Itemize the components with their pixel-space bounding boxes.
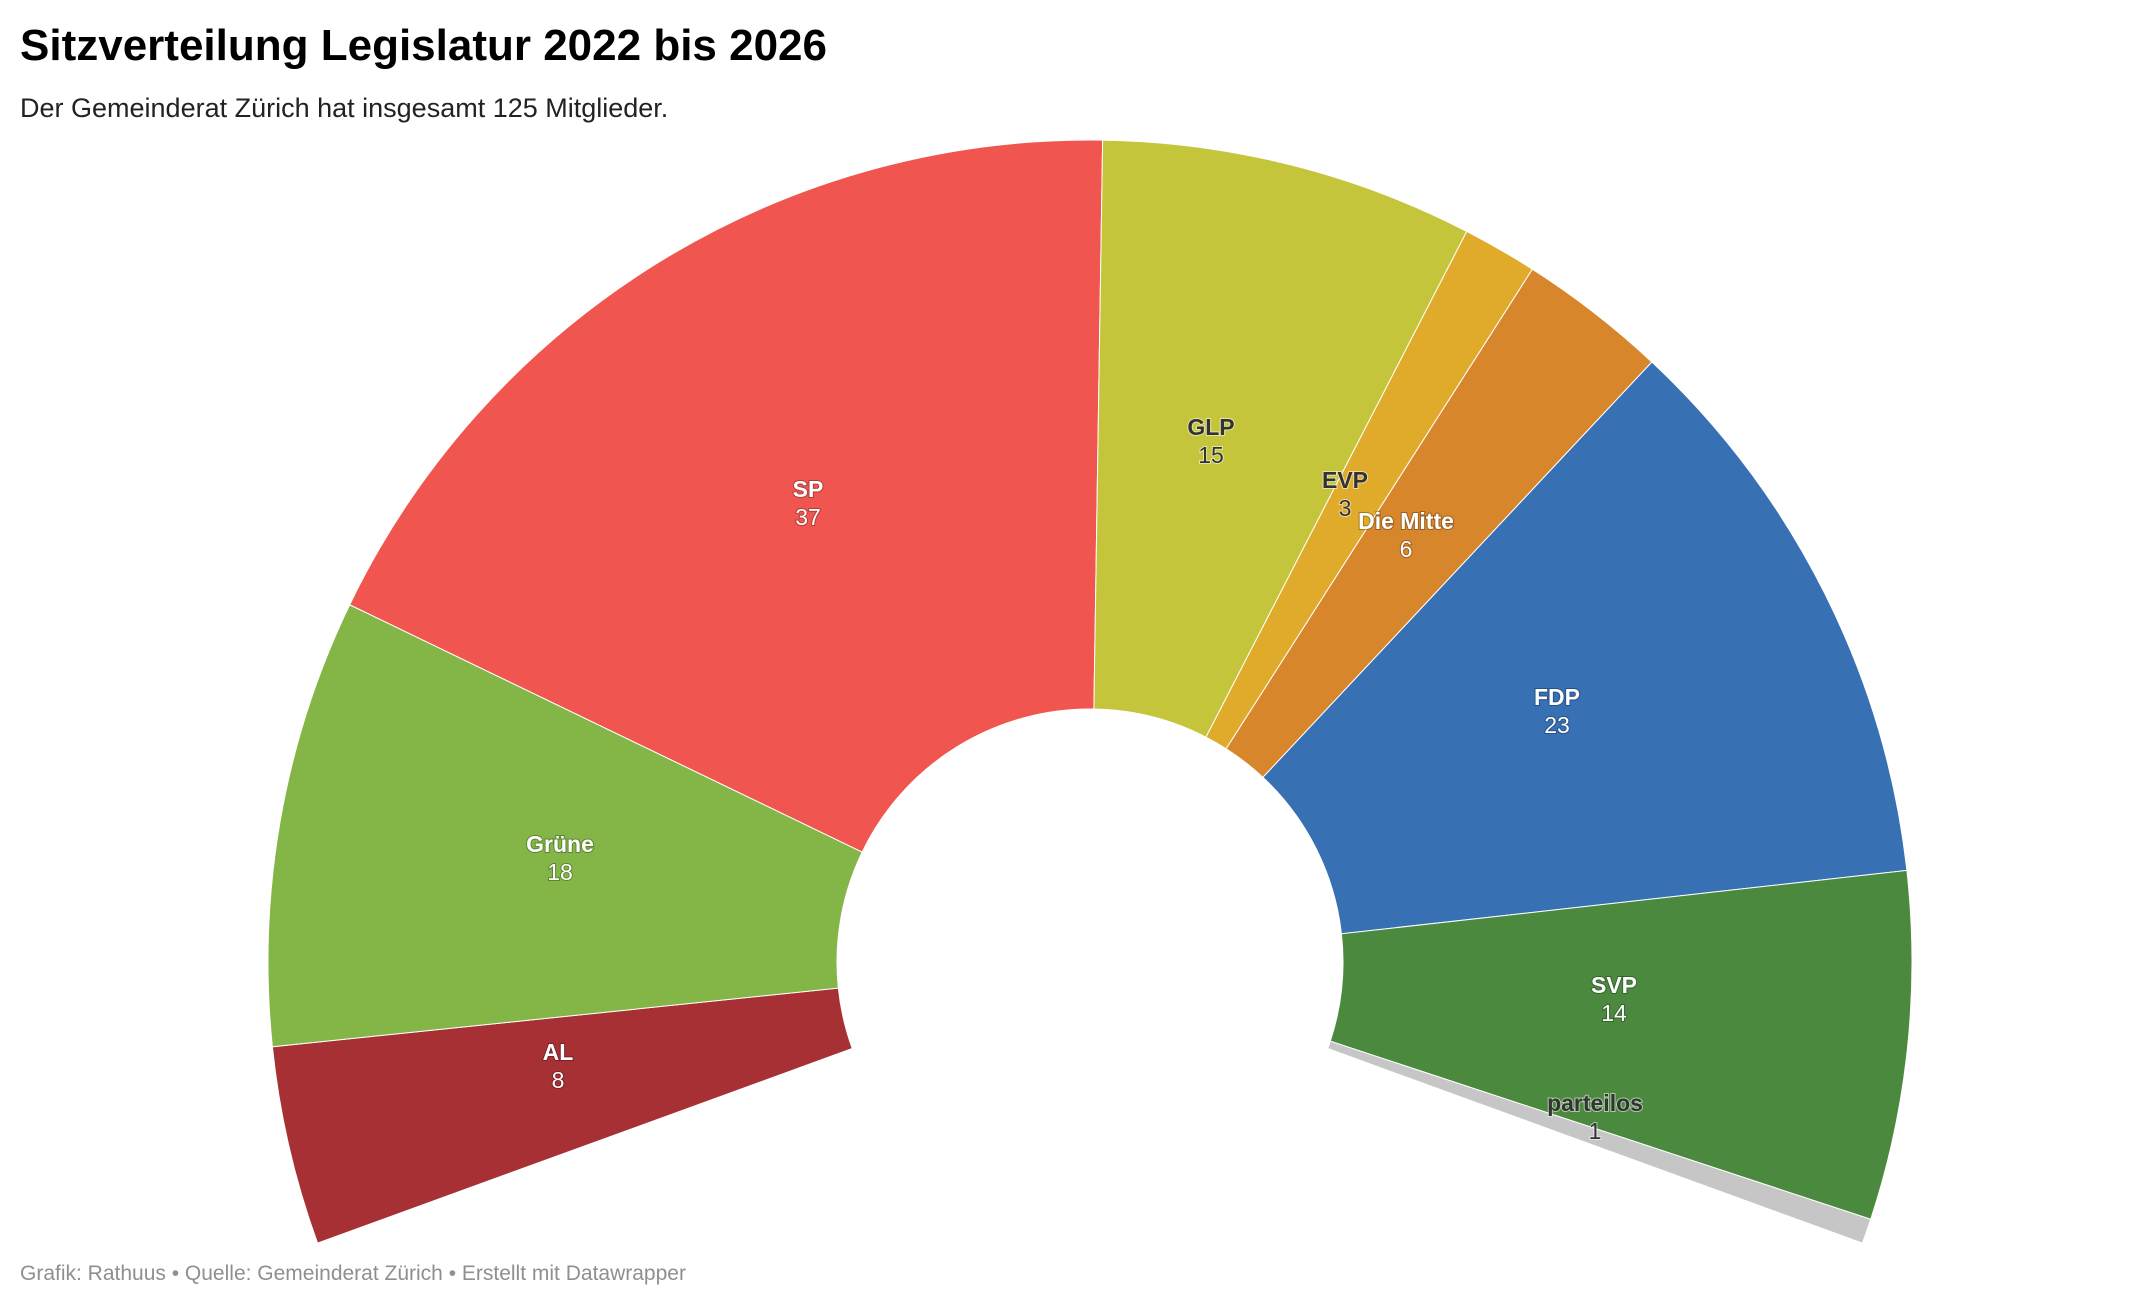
label-evp: EVP <box>1322 467 1368 493</box>
value-sp: 37 <box>795 504 821 530</box>
label-parteilos: parteilos <box>1547 1090 1643 1116</box>
value-al: 8 <box>552 1067 565 1093</box>
value-fdp: 23 <box>1544 712 1570 738</box>
label-svp: SVP <box>1591 972 1637 998</box>
label-fdp: FDP <box>1534 684 1580 710</box>
label-sp: SP <box>793 476 824 502</box>
chart-segments <box>267 139 1913 1244</box>
value-grüne: 18 <box>547 859 573 885</box>
label-die-mitte: Die Mitte <box>1358 508 1454 534</box>
label-glp: GLP <box>1187 414 1234 440</box>
segment-glp[interactable] <box>1093 139 1468 738</box>
value-parteilos: 1 <box>1589 1118 1602 1144</box>
value-glp: 15 <box>1198 442 1224 468</box>
value-evp: 3 <box>1339 495 1352 521</box>
segment-svp[interactable] <box>1329 869 1913 1220</box>
value-svp: 14 <box>1601 1000 1627 1026</box>
segment-fdp[interactable] <box>1262 361 1908 935</box>
segment-parteilos[interactable] <box>1327 1040 1872 1244</box>
segment-grüne[interactable] <box>267 604 863 1048</box>
segment-sp[interactable] <box>349 139 1104 853</box>
chart-subtitle: Der Gemeinderat Zürich hat insgesamt 125… <box>20 93 669 123</box>
chart-title: Sitzverteilung Legislatur 2022 bis 2026 <box>20 21 827 70</box>
value-die-mitte: 6 <box>1400 536 1413 562</box>
label-grüne: Grüne <box>526 831 594 857</box>
label-al: AL <box>543 1039 574 1065</box>
chart-footer: Grafik: Rathuus • Quelle: Gemeinderat Zü… <box>20 1262 686 1285</box>
